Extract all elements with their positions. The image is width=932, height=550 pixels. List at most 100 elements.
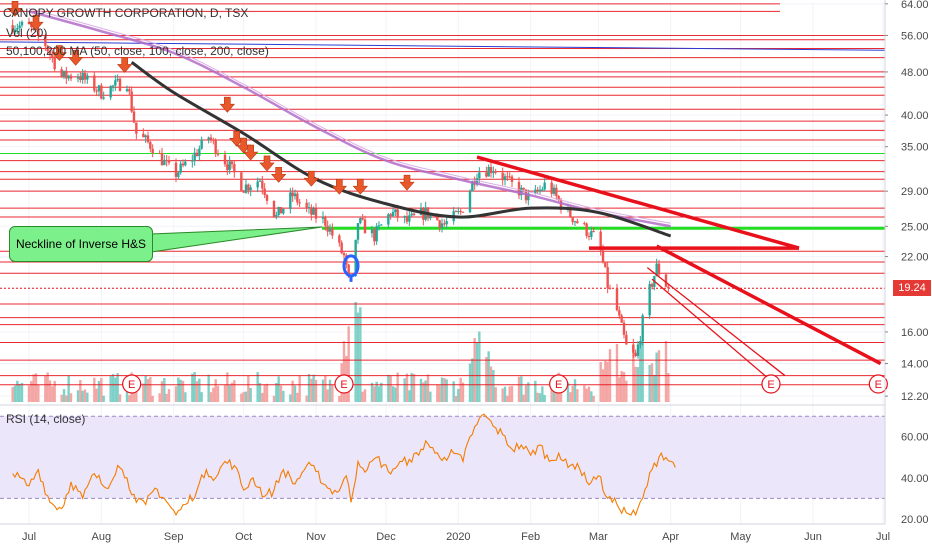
volume-bar [445,379,448,402]
volume-bar [223,384,227,402]
volume-bar [321,379,325,402]
candle-body [620,315,623,323]
volume-bar [494,387,497,402]
candle-body [27,21,31,25]
volume-bar [195,381,199,402]
volume-bar [389,375,392,402]
volume-bar [65,395,68,402]
candle-body [520,187,523,196]
price-tick-label: 48.00 [901,67,929,79]
horizontal-resistance-lines[interactable] [0,3,886,386]
trendlines[interactable] [150,155,882,386]
volume-bar [53,380,56,402]
candle-body [408,215,411,222]
volume-bar [650,363,654,402]
candle-body [167,160,171,163]
candle-body [69,75,73,79]
ma-100-line [28,7,671,224]
volume-bar [216,385,220,402]
volume-bar [144,375,147,402]
volume-bar [18,383,21,402]
volume-bar [305,395,308,402]
volume-bar [20,382,24,402]
volume-bar [639,343,642,402]
volume-bar [86,392,89,402]
volume-bar [599,362,602,402]
volume-bar [478,331,481,402]
volume-bar [282,390,285,402]
neckline-callout: Neckline of Inverse H&S [9,226,153,262]
candle-body [181,163,185,166]
down-arrow-icon [68,49,84,66]
volume-bar [102,395,105,402]
volume-bar [405,373,409,402]
candle-body [240,172,243,191]
volume-bar [391,386,395,402]
candle-body [310,207,313,215]
volume-bar [142,383,145,402]
volume-bar [240,393,243,402]
candle-body [209,137,213,140]
volume-bar [653,374,656,402]
volume-bar [207,374,210,402]
candle-body [394,209,397,212]
down-arrow-icon [236,137,252,154]
volume-bar [361,391,364,402]
candle-body [305,202,308,208]
volume-bar [443,378,446,402]
candle-body [492,171,495,174]
volume-bar [632,344,635,402]
earnings-marker-label: E [340,379,347,391]
candle-body [195,152,199,156]
volume-bar [114,377,117,402]
volume-bar [429,391,432,402]
trendline [655,244,882,366]
candle-body [193,152,196,161]
volume-bar [503,386,507,402]
candle-body [538,189,542,192]
candle-body [340,242,343,254]
volume-bar [571,385,574,402]
volume-bar [543,394,546,402]
volume-bar [46,372,49,402]
volume-bar [387,374,390,402]
earnings-marker-icon [549,374,569,394]
volume-bar [370,382,374,402]
candle-body [536,189,539,192]
price-tick-label: 25.00 [901,221,929,233]
candle-body [298,202,301,204]
volume-bar [520,376,523,402]
time-tick-label: Oct [235,531,252,543]
candle-body [128,89,131,92]
volume-bar [81,390,84,402]
volume-bar [310,378,313,402]
candle-body [118,78,122,91]
candle-body [543,182,546,190]
candle-body [163,159,166,166]
candle-body [592,231,595,233]
candle-body [212,139,215,141]
candle-body [18,25,21,29]
candle-body [13,29,17,33]
candle-body [102,97,105,99]
volume-bar [363,389,367,402]
volume-bar [249,387,252,402]
volume-bar [44,376,47,402]
candle-body [657,263,661,275]
candle-body [247,184,250,191]
volume-bar [604,360,607,402]
candle-body [158,153,161,155]
candle-body [86,75,89,80]
earnings-markers[interactable]: EE E E E [122,374,888,394]
candle-body [177,172,180,177]
candle-body [200,139,203,149]
price-tick-label: 14.00 [901,359,929,371]
candle-body [151,148,154,154]
volume-bar [212,387,215,402]
earnings-marker-label: E [767,379,774,391]
volume-bar [426,374,430,402]
candle-body [639,341,642,345]
volume-bar [261,392,264,402]
